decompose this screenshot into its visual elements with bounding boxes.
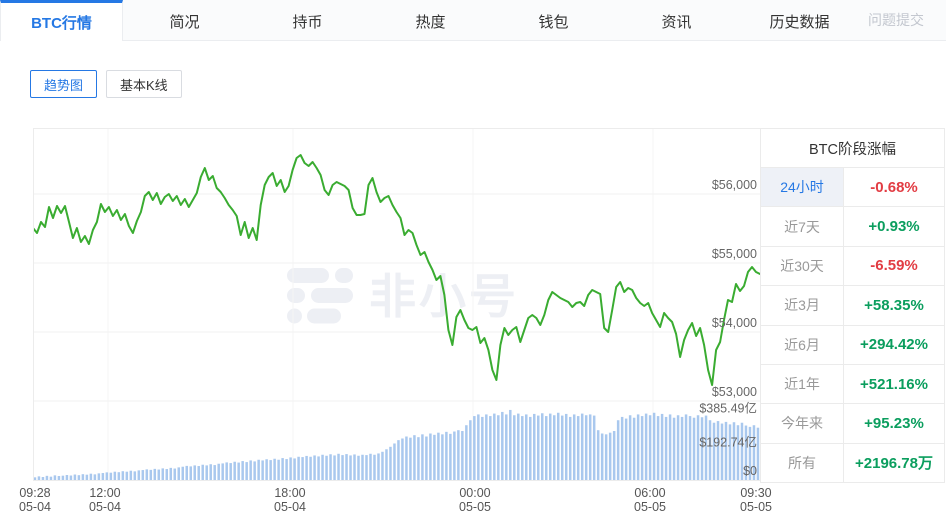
volume-tick-label: $0: [743, 464, 757, 478]
nav-tab-持币[interactable]: 持币: [292, 14, 323, 31]
period-label[interactable]: 所有: [761, 443, 844, 482]
price-tick-label: $53,000: [711, 385, 757, 399]
period-change-value: +95.23%: [864, 414, 924, 432]
chart-mode-button-趋势图[interactable]: 趋势图: [30, 70, 98, 98]
period-row-近3月: 近3月 +58.35%: [761, 286, 944, 326]
period-label[interactable]: 近6月: [761, 325, 844, 364]
period-row-近1年: 近1年 +521.16%: [761, 364, 944, 405]
period-change-value: +521.16%: [860, 375, 928, 393]
period-row-所有: 所有 +2196.78万: [761, 443, 944, 482]
period-row-近30天: 近30天 -6.59%: [761, 246, 944, 287]
period-change-value: -0.68%: [870, 178, 918, 196]
feedback-link[interactable]: 问题提交: [868, 12, 924, 28]
period-label[interactable]: 今年来: [761, 404, 844, 443]
period-label[interactable]: 24小时: [761, 168, 844, 207]
stage-change-panel: BTC阶段涨幅 24小时 -0.68% 近7天 +0.93% 近30天 -6.59% 近3月…: [760, 128, 945, 483]
time-tick-label: 09:30 05-05: [740, 486, 772, 514]
top-nav: BTC行情 简况 持币 热度 钱包 资讯 历史数据 问题提交: [0, 0, 946, 41]
time-tick-label: 12:00 05-04: [89, 486, 121, 514]
price-tick-label: $54,000: [711, 316, 757, 330]
price-chart[interactable]: [33, 128, 760, 481]
period-change-value: +0.93%: [868, 218, 920, 236]
period-change-value: +294.42%: [860, 336, 928, 354]
plot-svg: [33, 128, 760, 481]
price-tick-label: $56,000: [711, 178, 757, 192]
nav-tab-历史数据[interactable]: 历史数据: [769, 14, 830, 31]
volume-tick-label: $385.49亿: [699, 401, 757, 416]
chart-mode-button-基本K线[interactable]: 基本K线: [106, 70, 182, 98]
price-tick-label: $55,000: [711, 247, 757, 261]
period-label[interactable]: 近30天: [761, 246, 844, 286]
chart-type-toolbar: 趋势图 基本K线: [30, 70, 182, 98]
period-change-value: +58.35%: [864, 296, 924, 314]
nav-tab-简况[interactable]: 简况: [169, 14, 200, 31]
period-row-近7天: 近7天 +0.93%: [761, 207, 944, 247]
time-tick-label: 06:00 05-05: [634, 486, 666, 514]
period-change-value: -6.59%: [870, 257, 918, 275]
time-tick-label: 00:00 05-05: [459, 486, 491, 514]
period-change-value: +2196.78万: [855, 455, 933, 473]
nav-tab-钱包[interactable]: 钱包: [538, 14, 569, 31]
time-tick-label: 09:28 05-04: [19, 486, 51, 514]
period-label[interactable]: 近3月: [761, 286, 844, 325]
nav-tab-资讯[interactable]: 资讯: [661, 14, 692, 31]
period-row-近6月: 近6月 +294.42%: [761, 325, 944, 365]
time-tick-label: 18:00 05-04: [274, 486, 306, 514]
nav-tab-热度[interactable]: 热度: [415, 14, 446, 31]
volume-tick-label: $192.74亿: [699, 435, 757, 450]
period-row-24小时: 24小时 -0.68%: [761, 168, 944, 208]
nav-tab-BTC行情[interactable]: BTC行情: [0, 0, 123, 41]
period-label[interactable]: 近1年: [761, 364, 844, 404]
panel-title: BTC阶段涨幅: [761, 129, 944, 168]
period-label[interactable]: 近7天: [761, 207, 844, 246]
period-row-今年来: 今年来 +95.23%: [761, 404, 944, 444]
nav-tabs: BTC行情 简况 持币 热度 钱包 资讯 历史数据: [0, 0, 861, 41]
